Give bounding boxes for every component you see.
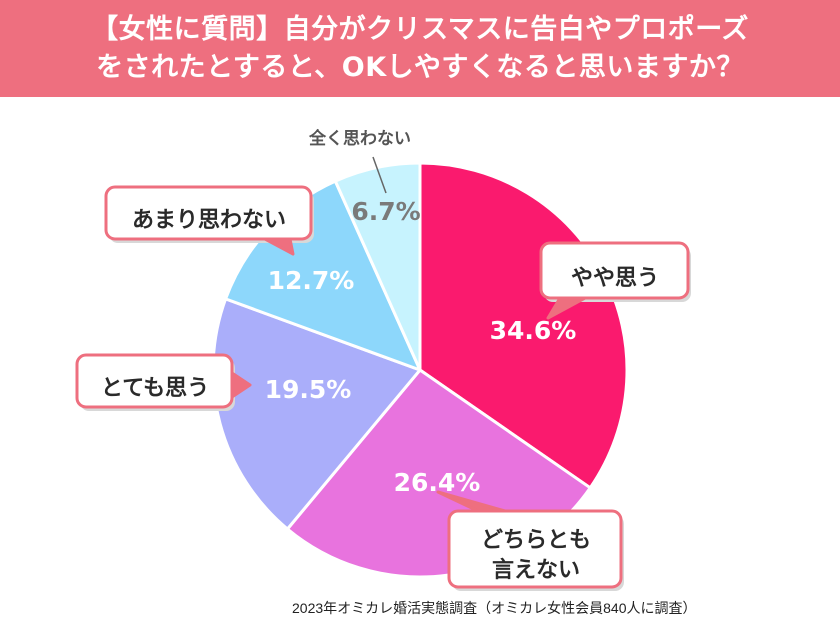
slice-callout: とても思う xyxy=(75,353,252,411)
callout-box xyxy=(75,353,234,409)
slice-category-label: 言えない xyxy=(492,557,580,583)
source-note: 2023年オミカレ婚活実態調査（オミカレ女性会員840人に調査） xyxy=(292,600,697,616)
slice-callout: やや思う xyxy=(539,241,691,320)
leader-line xyxy=(372,156,387,194)
pie-slice xyxy=(211,297,422,531)
slice-percent-label: 19.5% xyxy=(265,375,352,404)
title-line-2: をされたとすると、OKしやすくなると思いますか？ xyxy=(96,51,744,83)
slice-percent-label: 12.7% xyxy=(268,266,355,295)
slice-percent-label: 6.7% xyxy=(351,197,420,226)
title-banner: 【女性に質問】自分がクリスマスに告白やプロポーズ をされたとすると、OKしやすく… xyxy=(0,0,840,97)
slice-category-label: どちらとも xyxy=(481,528,591,553)
callout-box xyxy=(104,185,313,241)
callout-box xyxy=(539,241,690,300)
slice-percent-label: 34.6% xyxy=(490,316,577,345)
slice-category-label: やや思う xyxy=(571,266,659,291)
callout-box xyxy=(447,509,623,589)
slice-category-label: とても思う xyxy=(101,376,209,401)
slice-category-label: 全く思わない xyxy=(308,128,411,149)
title-line-1: 【女性に質問】自分がクリスマスに告白やプロポーズ xyxy=(91,13,749,45)
slice-category-label: あまり思わない xyxy=(132,208,286,233)
slice-callout: あまり思わない xyxy=(104,185,314,256)
